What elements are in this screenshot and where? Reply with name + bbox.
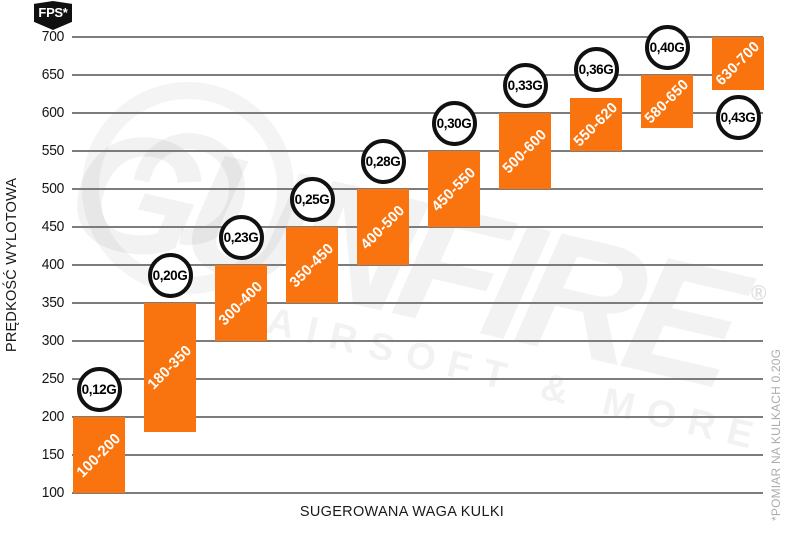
gridline-650 bbox=[72, 74, 763, 76]
bar-400-500: 400-500 bbox=[357, 189, 409, 265]
bar-300-400: 300-400 bbox=[215, 265, 267, 341]
y-tick-label-650: 650 bbox=[41, 66, 64, 83]
weight-badge-0,43G: 0,43G bbox=[715, 94, 761, 140]
weight-badge-0,25G: 0,25G bbox=[289, 176, 335, 222]
y-tick-label-550: 550 bbox=[41, 142, 64, 159]
bar-550-620: 550-620 bbox=[570, 97, 622, 151]
y-axis-title: PRĘDKOŚĆ WYLOTOWA bbox=[4, 177, 20, 353]
gridline-550 bbox=[72, 150, 763, 152]
gridline-300 bbox=[72, 340, 763, 342]
gridline-100 bbox=[72, 492, 763, 494]
weight-badge-0,28G: 0,28G bbox=[360, 138, 406, 184]
weight-badge-0,36G: 0,36G bbox=[573, 47, 619, 93]
weight-badge-0,33G: 0,33G bbox=[502, 62, 548, 108]
y-tick-label-600: 600 bbox=[41, 104, 64, 121]
bar-500-600: 500-600 bbox=[499, 113, 551, 189]
gridline-500 bbox=[72, 188, 763, 190]
y-tick-label-400: 400 bbox=[41, 256, 64, 273]
weight-badge-0,12G: 0,12G bbox=[76, 366, 122, 412]
registered-trademark-icon: ® bbox=[751, 282, 767, 305]
y-tick-label-250: 250 bbox=[41, 370, 64, 387]
gridline-350 bbox=[72, 302, 763, 304]
gridline-700 bbox=[72, 36, 763, 38]
bar-range-label: 100-200 bbox=[73, 429, 125, 481]
y-tick-label-350: 350 bbox=[41, 294, 64, 311]
gridline-400 bbox=[72, 264, 763, 266]
gridline-450 bbox=[72, 226, 763, 228]
y-tick-label-100: 100 bbox=[41, 484, 64, 501]
weight-badge-0,23G: 0,23G bbox=[218, 214, 264, 260]
bar-580-650: 580-650 bbox=[641, 75, 693, 129]
y-tick-label-500: 500 bbox=[41, 180, 64, 197]
measurement-footnote: *POMIAR NA KULKACH 0.20G bbox=[769, 348, 783, 522]
bar-range-label: 500-600 bbox=[499, 125, 551, 177]
bar-range-label: 450-550 bbox=[428, 163, 480, 215]
bar-100-200: 100-200 bbox=[73, 417, 125, 493]
bar-range-label: 630-700 bbox=[712, 38, 764, 90]
bar-range-label: 300-400 bbox=[215, 277, 267, 329]
gridline-600 bbox=[72, 112, 763, 114]
bar-180-350: 180-350 bbox=[144, 303, 196, 433]
bar-range-label: 550-620 bbox=[570, 98, 622, 150]
bar-450-550: 450-550 bbox=[428, 151, 480, 227]
bar-range-label: 350-450 bbox=[286, 239, 338, 291]
y-tick-label-200: 200 bbox=[41, 408, 64, 425]
y-tick-label-300: 300 bbox=[41, 332, 64, 349]
bar-range-label: 180-350 bbox=[144, 342, 196, 394]
bar-range-label: 400-500 bbox=[357, 201, 409, 253]
x-axis-title: SUGEROWANA WAGA KULKI bbox=[299, 504, 505, 520]
bar-range-label: 580-650 bbox=[641, 76, 693, 128]
y-tick-label-450: 450 bbox=[41, 218, 64, 235]
weight-badge-0,40G: 0,40G bbox=[644, 24, 690, 70]
gridline-250 bbox=[72, 378, 763, 380]
bar-350-450: 350-450 bbox=[286, 227, 338, 303]
gridline-200 bbox=[72, 416, 763, 418]
weight-badge-0,20G: 0,20G bbox=[147, 252, 193, 298]
weight-badge-0,30G: 0,30G bbox=[431, 100, 477, 146]
y-tick-label-700: 700 bbox=[41, 28, 64, 45]
gridline-150 bbox=[72, 454, 763, 456]
bar-630-700: 630-700 bbox=[712, 37, 764, 91]
y-tick-label-150: 150 bbox=[41, 446, 64, 463]
fps-unit-badge-label: FPS* bbox=[38, 5, 68, 20]
